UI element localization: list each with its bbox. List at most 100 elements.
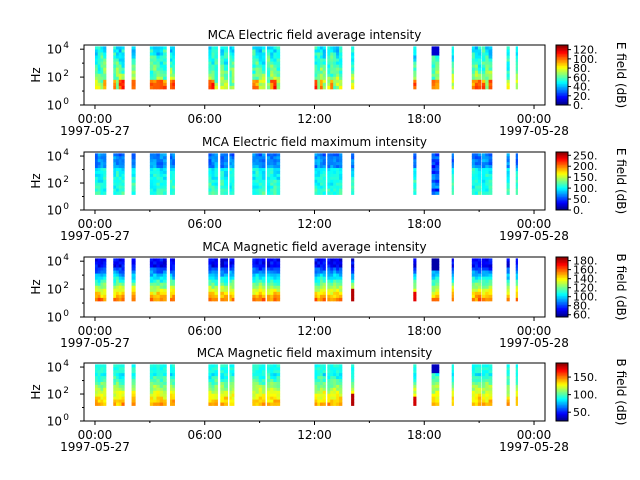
- spectrogram-cell: [100, 393, 104, 398]
- spectrogram-cell: [97, 393, 101, 398]
- spectrogram-cell: [317, 82, 321, 87]
- spectrogram-cell: [339, 85, 343, 90]
- spectrogram-cell: [413, 52, 417, 56]
- spectrogram-cell: [131, 276, 136, 281]
- spectrogram-cell: [506, 396, 510, 401]
- spectrogram-cell: [94, 279, 99, 284]
- spectrogram-cell: [252, 67, 256, 72]
- spectrogram-cell: [474, 182, 479, 187]
- spectrogram-cell: [488, 399, 493, 403]
- spectrogram-cell: [515, 188, 518, 192]
- spectrogram-cell: [431, 381, 436, 386]
- spectrogram-cell: [477, 61, 482, 66]
- colorbar-tick-label: 60.: [573, 71, 591, 84]
- spectrogram-cell: [319, 376, 324, 380]
- spectrogram-cell: [261, 258, 266, 262]
- spectrogram-cell: [314, 153, 318, 157]
- spectrogram-cell: [214, 273, 218, 278]
- colorbar-step: [556, 63, 568, 65]
- colorbar-step: [556, 156, 568, 159]
- spectrogram-cell: [252, 46, 256, 50]
- spectrogram-cell: [474, 373, 479, 377]
- spectrogram-cell: [252, 393, 256, 398]
- spectrogram-cell: [97, 288, 101, 293]
- spectrogram-cell: [223, 279, 229, 284]
- spectrogram-cell: [515, 162, 518, 166]
- spectrogram-cell: [118, 379, 122, 383]
- y-tick-label: 10: [47, 388, 62, 402]
- spectrogram-cell: [314, 396, 318, 401]
- colorbar-step: [556, 207, 568, 209]
- spectrogram-cell: [255, 61, 260, 66]
- spectrogram-cell: [153, 384, 157, 389]
- spectrogram-cell: [481, 273, 486, 278]
- spectrogram-cell: [94, 396, 99, 401]
- colorbar: 120.100.80.60.40.20.0. E field (dB): [555, 42, 628, 112]
- x-tick-label: 18:00: [407, 217, 442, 231]
- y-tick-exponent: 4: [63, 148, 69, 158]
- spectrogram-cell: [223, 294, 229, 299]
- spectrogram-cell: [451, 67, 454, 72]
- spectrogram-cell: [172, 170, 175, 175]
- spectrogram-cell: [214, 179, 218, 184]
- colorbar-step: [556, 78, 568, 80]
- spectrogram-cell: [451, 79, 454, 84]
- spectrogram-cell: [214, 165, 218, 169]
- spectrogram-cell: [351, 58, 355, 62]
- spectrogram-cell: [314, 387, 318, 392]
- spectrogram-cell: [252, 261, 256, 265]
- spectrogram-cell: [506, 76, 510, 81]
- spectrogram-cell: [169, 185, 173, 190]
- colorbar-tick-label: 250.: [573, 149, 598, 162]
- spectrogram-cell: [317, 46, 321, 50]
- spectrogram-cell: [515, 49, 518, 53]
- spectrogram-cell: [261, 288, 266, 293]
- colorbar-tick-label: 150.: [573, 371, 598, 384]
- spectrogram-cell: [266, 55, 271, 59]
- spectrogram-cell: [103, 276, 107, 281]
- spectrogram-cell: [229, 64, 233, 69]
- spectrogram-cell: [485, 179, 489, 184]
- spectrogram-cell: [156, 191, 161, 195]
- spectrogram-cell: [255, 267, 260, 271]
- spectrogram-cell: [317, 173, 321, 178]
- spectrogram-cell: [100, 49, 104, 53]
- spectrogram-cell: [163, 55, 167, 59]
- spectrogram-cell: [223, 264, 229, 268]
- spectrogram-cell: [327, 159, 331, 163]
- spectrogram-cell: [336, 159, 340, 163]
- spectrogram-cell: [488, 282, 493, 287]
- spectrogram-cell: [97, 67, 101, 72]
- spectrogram-cell: [435, 402, 440, 406]
- spectrogram-cell: [451, 393, 454, 398]
- spectrogram-cell: [485, 49, 489, 53]
- y-tick-exponent: 0: [63, 202, 69, 212]
- spectrogram-cell: [100, 376, 104, 380]
- colorbar-step: [556, 270, 568, 273]
- spectrogram-cell: [118, 162, 122, 166]
- spectrogram-cell: [159, 285, 164, 290]
- spectrogram-cell: [413, 170, 417, 175]
- spectrogram-cell: [435, 364, 440, 368]
- spectrogram-cell: [322, 390, 326, 395]
- spectrogram-cell: [317, 258, 321, 262]
- spectrogram-cell: [451, 387, 454, 392]
- spectrogram-cell: [261, 153, 266, 157]
- spectrogram-cell: [118, 276, 122, 281]
- spectrogram-cell: [435, 379, 440, 383]
- spectrogram-cell: [214, 387, 218, 392]
- spectrogram-cell: [319, 49, 324, 53]
- spectrogram-cell: [413, 162, 417, 166]
- colorbar-step: [556, 309, 568, 312]
- spectrogram-cell: [477, 396, 482, 401]
- colorbar-step: [556, 373, 568, 375]
- spectrogram-cell: [471, 282, 476, 287]
- spectrogram-cell: [481, 64, 486, 69]
- spectrogram-cell: [333, 285, 337, 290]
- y-tick-exponent: 0: [63, 309, 69, 319]
- spectrogram-cell: [485, 370, 489, 374]
- spectrogram-cell: [471, 46, 476, 50]
- spectrogram-cell: [435, 367, 440, 371]
- spectrogram-cell: [451, 176, 454, 181]
- spectrogram-cell: [474, 402, 479, 406]
